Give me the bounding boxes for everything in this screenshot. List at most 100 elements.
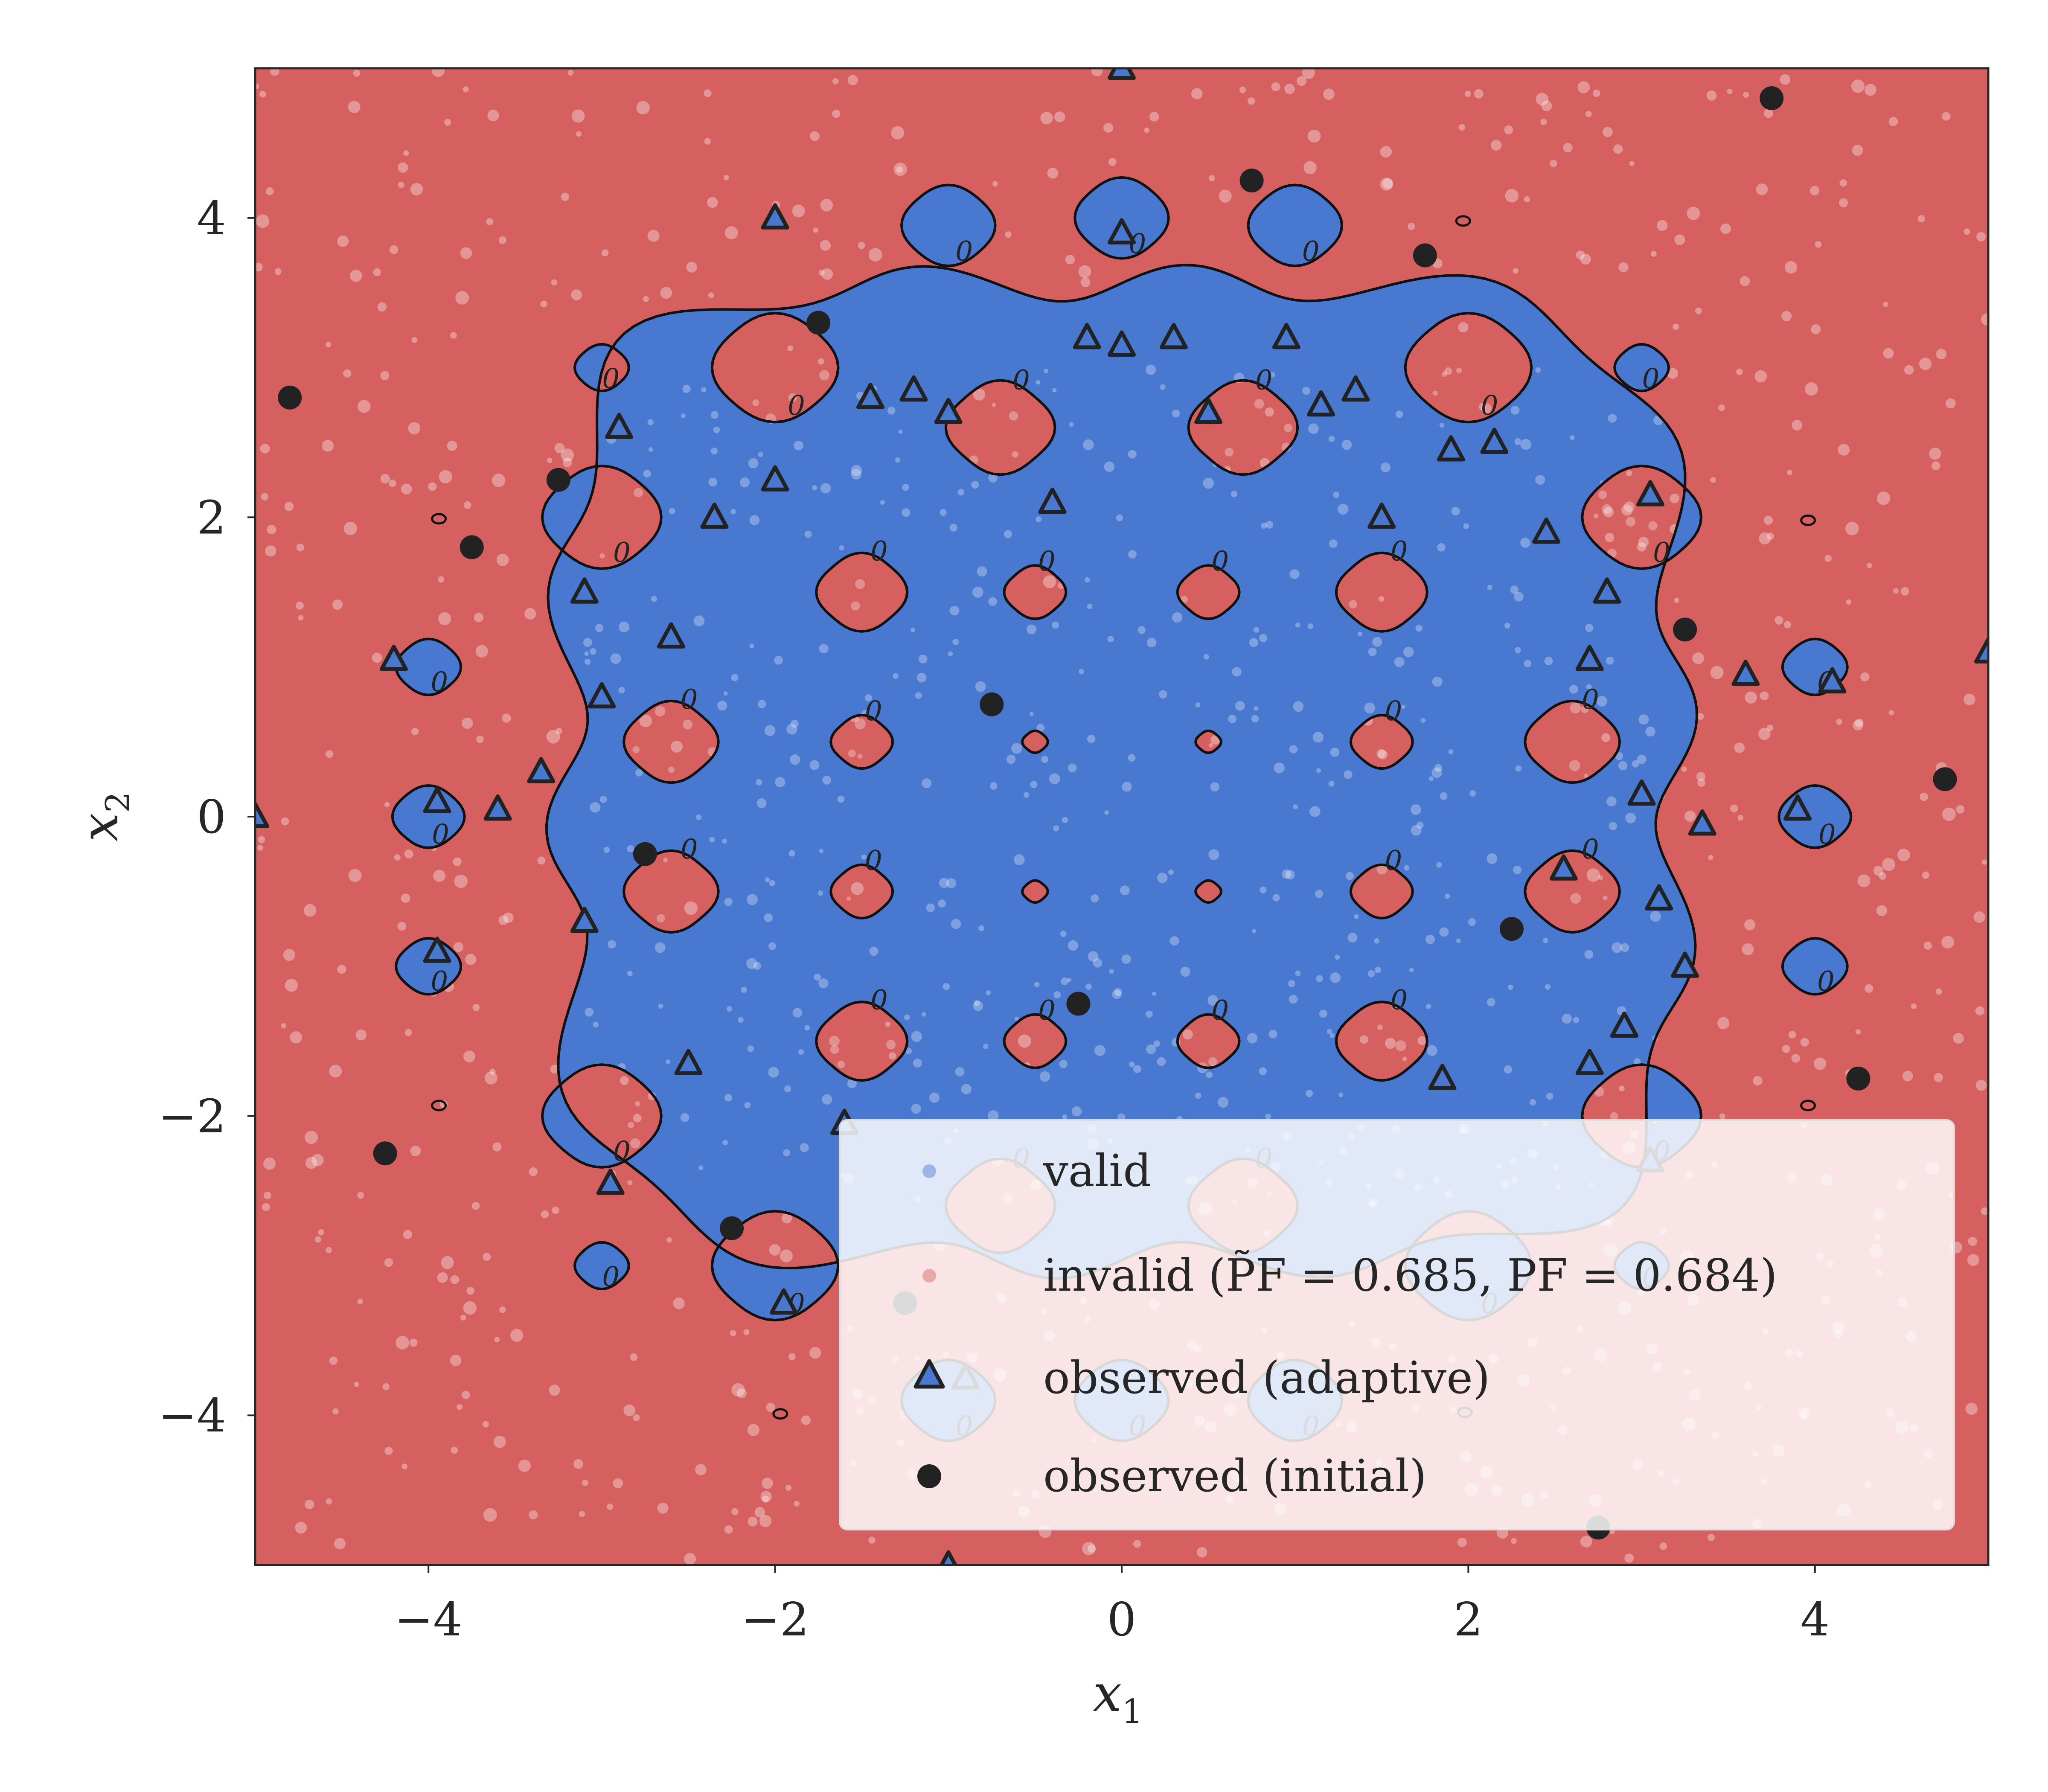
valid-sample — [746, 958, 757, 969]
invalid-sample — [1919, 358, 1932, 370]
valid-sample — [1172, 409, 1180, 418]
contour-line — [1335, 1001, 1428, 1082]
invalid-sample — [357, 1192, 364, 1199]
valid-sample — [590, 648, 596, 655]
valid-sample — [1253, 627, 1260, 633]
invalid-sample — [571, 109, 585, 123]
valid-sample — [1562, 1014, 1572, 1024]
invalid-sample — [788, 1353, 796, 1361]
contour-line — [1003, 1013, 1068, 1069]
valid-sample — [1260, 886, 1267, 893]
invalid-sample — [285, 979, 298, 992]
valid-sample — [1515, 765, 1522, 772]
invalid-sample — [1941, 936, 1954, 949]
valid-sample — [758, 452, 763, 457]
invalid-sample — [263, 1157, 276, 1170]
valid-sample — [983, 1044, 989, 1049]
valid-sample — [1648, 521, 1658, 531]
adaptive-point — [1610, 1011, 1638, 1038]
invalid-sample — [258, 836, 265, 844]
valid-sample — [1598, 490, 1607, 499]
contour-label: 0 — [602, 1261, 620, 1293]
invalid-sample — [1742, 943, 1754, 955]
valid-sample — [921, 1012, 926, 1017]
valid-sample — [905, 1047, 912, 1054]
invalid-sample — [1737, 815, 1744, 821]
contour-line — [815, 1001, 909, 1082]
invalid-sample — [1540, 118, 1547, 125]
invalid-sample — [1563, 143, 1573, 153]
valid-sample — [1107, 636, 1114, 643]
invalid-sample — [1867, 562, 1872, 568]
contour-label: 0 — [431, 966, 448, 998]
invalid-sample — [1855, 719, 1864, 727]
invalid-sample — [463, 501, 471, 509]
invalid-sample — [1883, 348, 1894, 359]
valid-sample — [1172, 612, 1183, 623]
invalid-sample — [1965, 1402, 1978, 1415]
contour-line — [1404, 311, 1533, 424]
invalid-sample — [847, 75, 858, 85]
legend-item-valid: valid — [922, 1145, 1152, 1197]
invalid-sample — [408, 422, 421, 434]
contour-label: 0 — [1818, 819, 1836, 850]
valid-sample — [913, 1059, 922, 1068]
valid-sample — [1434, 764, 1443, 772]
invalid-sample — [450, 1275, 460, 1284]
valid-sample — [830, 1045, 839, 1054]
valid-sample — [1265, 1114, 1271, 1120]
valid-sample — [1487, 585, 1492, 590]
contour-labels: 0000000000000000000000000000000000000000… — [431, 228, 1836, 1442]
invalid-sample — [759, 1515, 772, 1527]
adaptive-point — [1073, 323, 1101, 349]
initial-point — [546, 468, 570, 492]
initial-point — [1499, 917, 1524, 941]
invalid-sample — [463, 1050, 475, 1062]
contour-line — [573, 343, 630, 393]
valid-sample — [774, 655, 783, 665]
valid-sample — [1329, 1033, 1335, 1038]
invalid-sample — [283, 949, 295, 961]
invalid-sample — [1586, 868, 1600, 882]
valid-sample — [1520, 439, 1531, 450]
valid-sample — [1513, 866, 1522, 875]
valid-sample — [1293, 804, 1298, 809]
invalid-sample — [730, 1330, 736, 1336]
contour-label: 0 — [1385, 695, 1402, 727]
valid-sample — [1341, 439, 1352, 450]
invalid-sample — [1888, 117, 1898, 126]
valid-sample — [708, 477, 718, 487]
invalid-sample — [1657, 220, 1668, 231]
valid-sample — [851, 465, 862, 476]
valid-sample — [1487, 853, 1498, 864]
contour-line — [710, 311, 840, 424]
invalid-sample — [1836, 719, 1842, 725]
invalid-sample — [1804, 382, 1818, 396]
contour-line — [573, 1241, 630, 1291]
valid-sample — [973, 1001, 983, 1011]
valid-sample — [1004, 530, 1012, 538]
valid-sample — [1071, 1106, 1082, 1117]
valid-sample — [1606, 796, 1617, 807]
invalid-sample — [503, 912, 514, 923]
invalid-sample — [858, 241, 865, 249]
invalid-sample — [433, 870, 445, 882]
valid-sample — [952, 639, 959, 645]
invalid-sample — [325, 1247, 332, 1254]
valid-sample — [1597, 696, 1607, 707]
invalid-sample — [801, 1415, 811, 1425]
valid-sample — [1160, 384, 1166, 390]
invalid-sample — [1708, 855, 1713, 860]
adaptive-point — [1593, 577, 1621, 604]
invalid-sample — [787, 345, 794, 352]
invalid-sample — [1745, 691, 1757, 704]
invalid-sample — [1047, 167, 1059, 179]
adaptive-point — [761, 203, 789, 230]
valid-sample — [1036, 724, 1044, 732]
invalid-sample — [754, 1507, 765, 1518]
adaptive-point — [1341, 375, 1370, 402]
valid-sample — [1068, 940, 1078, 951]
invalid-sample — [1882, 858, 1895, 871]
valid-sample — [988, 597, 997, 606]
invalid-sample — [813, 227, 818, 233]
